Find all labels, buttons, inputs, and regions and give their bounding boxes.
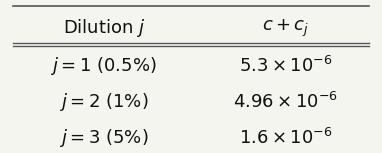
- Text: $5.3 \times 10^{-6}$: $5.3 \times 10^{-6}$: [239, 56, 333, 76]
- Text: $j = 3\ (5\%)$: $j = 3\ (5\%)$: [59, 127, 149, 149]
- Text: $1.6 \times 10^{-6}$: $1.6 \times 10^{-6}$: [239, 128, 333, 148]
- Text: $j = 2\ (1\%)$: $j = 2\ (1\%)$: [59, 91, 149, 113]
- Text: $j = 1\ (0.5\%)$: $j = 1\ (0.5\%)$: [50, 55, 157, 77]
- Text: Dilution $j$: Dilution $j$: [63, 17, 145, 39]
- Text: $4.96 \times 10^{-6}$: $4.96 \times 10^{-6}$: [233, 92, 338, 112]
- Text: $c + c_j$: $c + c_j$: [262, 18, 309, 39]
